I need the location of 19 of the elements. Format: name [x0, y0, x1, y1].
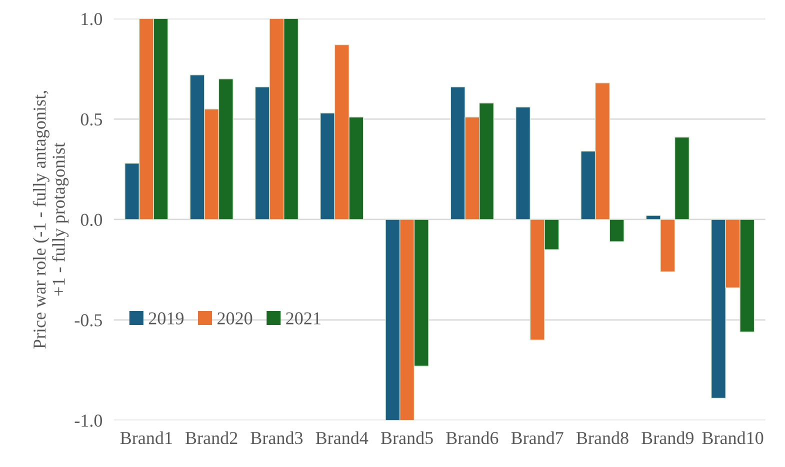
y-tick-label: 0.0: [80, 214, 102, 226]
y-tick-label: 1.0: [82, 12, 102, 26]
x-tick-label: Brand2: [186, 431, 238, 444]
legend-label: 2019: [148, 312, 184, 324]
x-tick-label: Brand5: [380, 431, 433, 444]
y-tick-label: 0.5: [80, 113, 102, 126]
legend-label: 2021: [286, 312, 320, 324]
y-tick-label: -1.0: [74, 414, 102, 427]
x-tick-label: Brand6: [446, 431, 498, 444]
x-tick-label: Brand3: [250, 431, 303, 444]
x-tick-label: Brand8: [576, 431, 628, 444]
x-tick-label: Brand10: [702, 431, 764, 444]
y-tick-label: -0.5: [74, 314, 102, 326]
x-tick-label: Brand7: [511, 431, 564, 444]
legend-label: 2020: [218, 312, 252, 324]
x-tick-label: Brand9: [642, 431, 694, 444]
x-tick-label: Brand1: [120, 431, 172, 444]
x-tick-label: Brand4: [316, 431, 368, 444]
y-axis-title: Price war role (-1 - fully antagonist, +1 - fully protagonist: [32, 91, 69, 349]
